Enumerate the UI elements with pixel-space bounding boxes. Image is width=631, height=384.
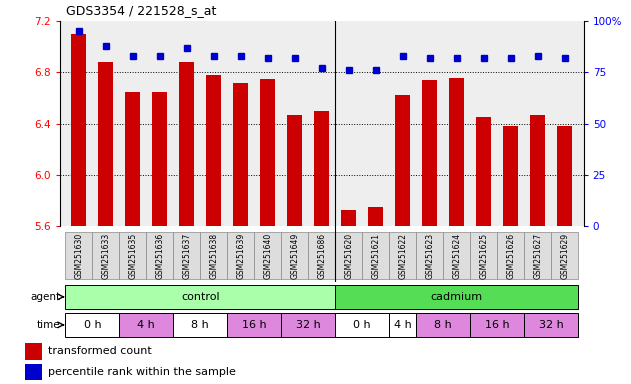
Text: GSM251623: GSM251623	[425, 233, 434, 279]
Text: GSM251636: GSM251636	[155, 233, 164, 279]
Bar	[396, 96, 410, 226]
Bar	[422, 80, 437, 226]
Bar	[206, 75, 221, 226]
Text: GSM251639: GSM251639	[237, 233, 245, 279]
Text: GSM251626: GSM251626	[506, 233, 516, 279]
Text: GSM251620: GSM251620	[345, 233, 353, 279]
Text: 16 h: 16 h	[242, 320, 267, 330]
Text: agent: agent	[30, 292, 61, 302]
Bar	[174, 232, 200, 279]
Bar	[557, 126, 572, 226]
Text: 4 h: 4 h	[138, 320, 155, 330]
Text: GSM251649: GSM251649	[290, 233, 299, 279]
Bar	[416, 232, 444, 279]
Text: 16 h: 16 h	[485, 320, 510, 330]
Text: GSM251627: GSM251627	[533, 233, 542, 279]
Text: GSM251624: GSM251624	[452, 233, 461, 279]
Text: transformed count: transformed count	[48, 346, 151, 356]
Bar	[335, 313, 389, 337]
Text: time: time	[37, 320, 61, 330]
Bar	[179, 62, 194, 226]
Bar	[261, 79, 275, 226]
Text: GDS3354 / 221528_s_at: GDS3354 / 221528_s_at	[66, 4, 216, 17]
Bar	[227, 313, 281, 337]
Bar	[66, 285, 335, 309]
Bar	[309, 232, 335, 279]
Bar	[146, 232, 174, 279]
Bar	[281, 232, 309, 279]
Text: GSM251633: GSM251633	[102, 233, 110, 279]
Text: 4 h: 4 h	[394, 320, 411, 330]
Bar	[362, 232, 389, 279]
Bar	[71, 34, 86, 226]
Text: control: control	[181, 292, 220, 302]
Bar	[66, 313, 119, 337]
Text: GSM251625: GSM251625	[480, 233, 488, 279]
Bar	[524, 232, 551, 279]
Bar	[335, 232, 362, 279]
Bar	[98, 62, 113, 226]
Bar	[504, 126, 518, 226]
Bar	[335, 285, 578, 309]
Bar	[233, 83, 248, 226]
Bar	[119, 313, 174, 337]
Text: GSM251635: GSM251635	[128, 233, 138, 279]
Text: 8 h: 8 h	[434, 320, 452, 330]
Bar	[25, 364, 42, 381]
Text: percentile rank within the sample: percentile rank within the sample	[48, 367, 235, 377]
Bar	[287, 115, 302, 226]
Bar	[389, 313, 416, 337]
Bar	[341, 210, 357, 226]
Bar	[119, 232, 146, 279]
Text: cadmium: cadmium	[431, 292, 483, 302]
Text: GSM251638: GSM251638	[209, 233, 218, 279]
Bar	[369, 207, 383, 226]
Text: GSM251629: GSM251629	[560, 233, 569, 279]
Text: 8 h: 8 h	[191, 320, 209, 330]
Text: GSM251622: GSM251622	[398, 233, 407, 279]
Text: GSM251637: GSM251637	[182, 233, 191, 279]
Bar	[389, 232, 416, 279]
Bar	[254, 232, 281, 279]
Bar	[126, 92, 140, 226]
Text: 32 h: 32 h	[539, 320, 563, 330]
Text: 0 h: 0 h	[353, 320, 371, 330]
Bar	[449, 78, 464, 226]
Bar	[470, 232, 497, 279]
Text: GSM251640: GSM251640	[263, 233, 273, 279]
Bar	[174, 313, 227, 337]
Bar	[281, 313, 335, 337]
Bar	[524, 313, 578, 337]
Bar	[200, 232, 227, 279]
Bar	[66, 232, 92, 279]
Bar	[551, 232, 578, 279]
Bar	[416, 313, 470, 337]
Bar	[25, 343, 42, 360]
Text: GSM251630: GSM251630	[74, 233, 83, 279]
Bar	[227, 232, 254, 279]
Bar	[531, 115, 545, 226]
Bar	[476, 117, 491, 226]
Bar	[314, 111, 329, 226]
Text: GSM251686: GSM251686	[317, 233, 326, 279]
Bar	[470, 313, 524, 337]
Bar	[497, 232, 524, 279]
Bar	[153, 92, 167, 226]
Text: GSM251621: GSM251621	[371, 233, 380, 279]
Bar	[444, 232, 470, 279]
Text: 32 h: 32 h	[296, 320, 321, 330]
Text: 0 h: 0 h	[83, 320, 101, 330]
Bar	[92, 232, 119, 279]
